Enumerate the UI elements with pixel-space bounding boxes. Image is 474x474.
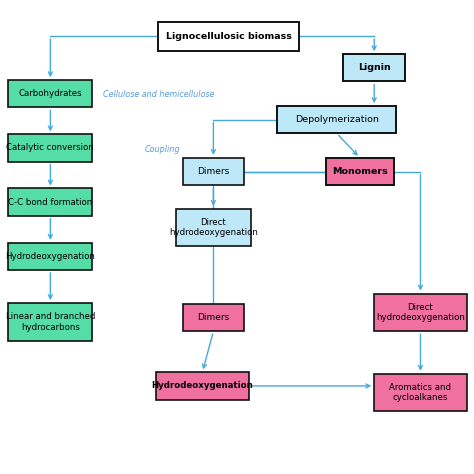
FancyBboxPatch shape <box>374 293 467 331</box>
Text: Linear and branched
hydrocarbons: Linear and branched hydrocarbons <box>6 312 95 331</box>
Text: Dimers: Dimers <box>197 313 229 322</box>
Text: C-C bond formation: C-C bond formation <box>8 198 92 207</box>
FancyBboxPatch shape <box>374 374 467 411</box>
Text: Catalytic conversion: Catalytic conversion <box>7 144 94 153</box>
Text: Lignin: Lignin <box>358 64 391 73</box>
FancyBboxPatch shape <box>182 158 244 185</box>
FancyBboxPatch shape <box>326 158 394 185</box>
Text: Monomers: Monomers <box>332 167 388 176</box>
FancyBboxPatch shape <box>176 209 251 246</box>
Text: Carbohydrates: Carbohydrates <box>18 89 82 98</box>
Text: Lignocellulosic biomass: Lignocellulosic biomass <box>166 32 292 41</box>
Text: Direct
hydrodeoxygenation: Direct hydrodeoxygenation <box>169 218 258 237</box>
Text: Direct
hydrodeoxygenation: Direct hydrodeoxygenation <box>376 303 465 322</box>
FancyBboxPatch shape <box>343 54 405 82</box>
FancyBboxPatch shape <box>158 22 299 51</box>
FancyBboxPatch shape <box>182 304 244 331</box>
Text: Coupling: Coupling <box>144 145 180 154</box>
FancyBboxPatch shape <box>156 372 249 400</box>
FancyBboxPatch shape <box>9 80 92 108</box>
FancyBboxPatch shape <box>9 243 92 270</box>
Text: Hydrodeoxygenation: Hydrodeoxygenation <box>5 252 95 261</box>
FancyBboxPatch shape <box>9 189 92 216</box>
FancyBboxPatch shape <box>9 134 92 162</box>
Text: Cellulose and hemicellulose: Cellulose and hemicellulose <box>103 90 215 99</box>
FancyBboxPatch shape <box>277 106 396 133</box>
Text: Aromatics and
cycloalkanes: Aromatics and cycloalkanes <box>390 383 451 402</box>
Text: Hydrodeoxygenation: Hydrodeoxygenation <box>152 382 253 391</box>
Text: Depolymerization: Depolymerization <box>295 115 379 124</box>
FancyBboxPatch shape <box>9 303 92 341</box>
Text: Dimers: Dimers <box>197 167 229 176</box>
